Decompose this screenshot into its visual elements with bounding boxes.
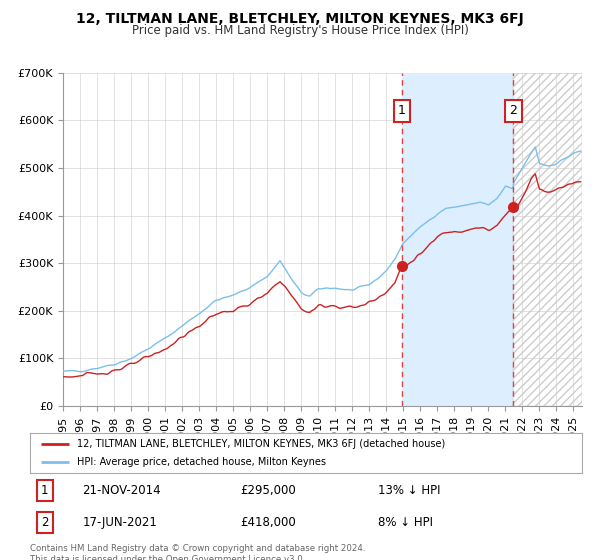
Text: 8% ↓ HPI: 8% ↓ HPI xyxy=(378,516,433,529)
Text: £295,000: £295,000 xyxy=(240,484,296,497)
Text: HPI: Average price, detached house, Milton Keynes: HPI: Average price, detached house, Milt… xyxy=(77,458,326,467)
Text: Price paid vs. HM Land Registry's House Price Index (HPI): Price paid vs. HM Land Registry's House … xyxy=(131,24,469,37)
Text: £418,000: £418,000 xyxy=(240,516,296,529)
Text: Contains HM Land Registry data © Crown copyright and database right 2024.
This d: Contains HM Land Registry data © Crown c… xyxy=(30,544,365,560)
Text: 13% ↓ HPI: 13% ↓ HPI xyxy=(378,484,440,497)
Text: 2: 2 xyxy=(509,104,517,118)
Text: 12, TILTMAN LANE, BLETCHLEY, MILTON KEYNES, MK3 6FJ (detached house): 12, TILTMAN LANE, BLETCHLEY, MILTON KEYN… xyxy=(77,439,445,449)
Text: 1: 1 xyxy=(41,484,49,497)
Text: 2: 2 xyxy=(41,516,49,529)
Text: 17-JUN-2021: 17-JUN-2021 xyxy=(82,516,157,529)
Bar xyxy=(513,73,582,406)
Bar xyxy=(402,73,513,406)
Text: 1: 1 xyxy=(398,104,406,118)
Text: 21-NOV-2014: 21-NOV-2014 xyxy=(82,484,161,497)
Text: 12, TILTMAN LANE, BLETCHLEY, MILTON KEYNES, MK3 6FJ: 12, TILTMAN LANE, BLETCHLEY, MILTON KEYN… xyxy=(76,12,524,26)
